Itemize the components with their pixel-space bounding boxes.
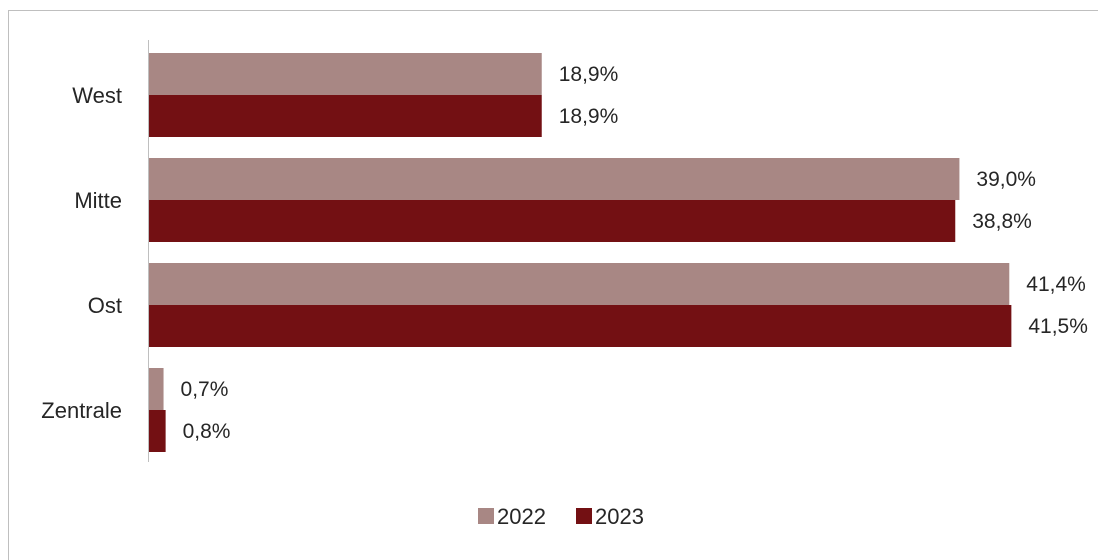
chart-frame	[8, 10, 1098, 560]
category-label-zentrale: Zentrale	[41, 398, 122, 423]
labels-layer: West 18,9% 18,9% Mitte 39,0% 38,8% Ost 41,4% 41,…	[41, 63, 1088, 443]
bar-2023-mitte	[149, 200, 956, 242]
data-label-2022-mitte: 39,0%	[976, 168, 1036, 191]
legend-swatch-2023	[576, 508, 592, 524]
legend-swatch-2022	[478, 508, 494, 524]
bar-2022-ost	[149, 263, 1010, 305]
bar-2023-ost	[149, 305, 1012, 347]
data-label-2023-ost: 41,5%	[1028, 315, 1088, 338]
data-label-2023-zentrale: 0,8%	[183, 420, 231, 443]
legend-label-2022: 2022	[497, 504, 546, 529]
legend: 2022 2023	[478, 504, 644, 529]
bar-2023-zentrale	[149, 410, 166, 452]
bar-chart: West 18,9% 18,9% Mitte 39,0% 38,8% Ost 41,4% 41,…	[41, 40, 1088, 529]
bar-2022-mitte	[149, 158, 960, 200]
legend-label-2023: 2023	[595, 504, 644, 529]
bars-layer	[148, 40, 1012, 462]
category-label-mitte: Mitte	[74, 188, 122, 213]
data-label-2022-ost: 41,4%	[1026, 273, 1086, 296]
bar-2023-west	[149, 95, 542, 137]
bar-2022-west	[149, 53, 542, 95]
category-label-west: West	[72, 83, 122, 108]
data-label-2023-west: 18,9%	[559, 105, 619, 128]
data-label-2022-zentrale: 0,7%	[181, 378, 229, 401]
data-label-2023-mitte: 38,8%	[972, 210, 1032, 233]
bar-2022-zentrale	[149, 368, 164, 410]
data-label-2022-west: 18,9%	[559, 63, 619, 86]
category-label-ost: Ost	[88, 293, 122, 318]
